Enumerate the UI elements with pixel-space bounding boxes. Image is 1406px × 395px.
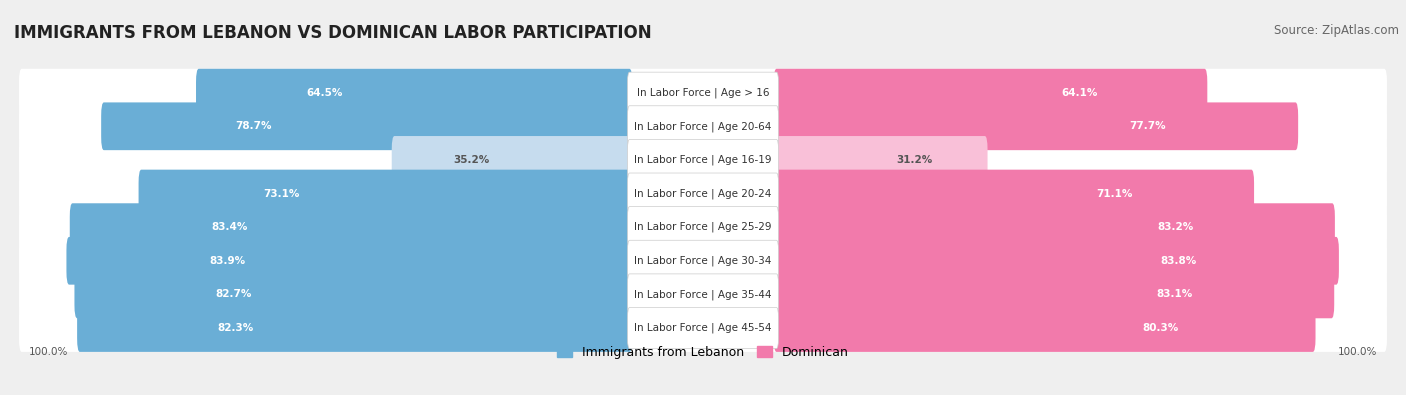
Text: In Labor Force | Age 16-19: In Labor Force | Age 16-19 <box>634 155 772 165</box>
Text: Source: ZipAtlas.com: Source: ZipAtlas.com <box>1274 24 1399 37</box>
FancyBboxPatch shape <box>139 170 633 217</box>
Text: 64.5%: 64.5% <box>307 88 343 98</box>
Text: 82.3%: 82.3% <box>217 323 253 333</box>
FancyBboxPatch shape <box>392 136 633 184</box>
FancyBboxPatch shape <box>627 173 779 214</box>
Text: 71.1%: 71.1% <box>1097 188 1133 199</box>
FancyBboxPatch shape <box>20 237 1386 285</box>
FancyBboxPatch shape <box>627 308 779 348</box>
Text: In Labor Force | Age 30-34: In Labor Force | Age 30-34 <box>634 256 772 266</box>
Text: In Labor Force | Age 25-29: In Labor Force | Age 25-29 <box>634 222 772 232</box>
FancyBboxPatch shape <box>773 271 1334 318</box>
FancyBboxPatch shape <box>773 136 987 184</box>
Text: 35.2%: 35.2% <box>453 155 489 165</box>
FancyBboxPatch shape <box>627 106 779 147</box>
Text: In Labor Force | Age 35-44: In Labor Force | Age 35-44 <box>634 289 772 300</box>
FancyBboxPatch shape <box>101 102 633 150</box>
FancyBboxPatch shape <box>20 102 1386 150</box>
Text: 80.3%: 80.3% <box>1143 323 1178 333</box>
Text: 100.0%: 100.0% <box>1339 347 1378 357</box>
FancyBboxPatch shape <box>70 203 633 251</box>
FancyBboxPatch shape <box>20 69 1386 117</box>
FancyBboxPatch shape <box>773 102 1298 150</box>
Text: 83.2%: 83.2% <box>1157 222 1194 232</box>
FancyBboxPatch shape <box>20 203 1386 251</box>
FancyBboxPatch shape <box>77 304 633 352</box>
FancyBboxPatch shape <box>66 237 633 285</box>
Text: In Labor Force | Age 20-64: In Labor Force | Age 20-64 <box>634 121 772 132</box>
Text: 77.7%: 77.7% <box>1129 121 1166 131</box>
Text: 31.2%: 31.2% <box>897 155 932 165</box>
FancyBboxPatch shape <box>773 237 1339 285</box>
Text: 82.7%: 82.7% <box>215 290 252 299</box>
FancyBboxPatch shape <box>773 170 1254 217</box>
FancyBboxPatch shape <box>773 304 1316 352</box>
Text: In Labor Force | Age 45-54: In Labor Force | Age 45-54 <box>634 323 772 333</box>
Text: 83.4%: 83.4% <box>212 222 247 232</box>
FancyBboxPatch shape <box>773 69 1208 117</box>
Text: 83.9%: 83.9% <box>209 256 245 266</box>
Text: In Labor Force | Age 20-24: In Labor Force | Age 20-24 <box>634 188 772 199</box>
FancyBboxPatch shape <box>773 203 1334 251</box>
FancyBboxPatch shape <box>20 304 1386 352</box>
Text: 64.1%: 64.1% <box>1062 88 1098 98</box>
Text: 83.8%: 83.8% <box>1160 256 1197 266</box>
FancyBboxPatch shape <box>627 207 779 248</box>
FancyBboxPatch shape <box>20 271 1386 318</box>
FancyBboxPatch shape <box>20 136 1386 184</box>
Legend: Immigrants from Lebanon, Dominican: Immigrants from Lebanon, Dominican <box>553 341 853 364</box>
Text: 100.0%: 100.0% <box>28 347 67 357</box>
Text: 83.1%: 83.1% <box>1157 290 1192 299</box>
FancyBboxPatch shape <box>627 274 779 315</box>
FancyBboxPatch shape <box>195 69 633 117</box>
FancyBboxPatch shape <box>75 271 633 318</box>
Text: 73.1%: 73.1% <box>263 188 299 199</box>
Text: 78.7%: 78.7% <box>235 121 271 131</box>
Text: In Labor Force | Age > 16: In Labor Force | Age > 16 <box>637 87 769 98</box>
FancyBboxPatch shape <box>627 72 779 113</box>
FancyBboxPatch shape <box>20 170 1386 217</box>
FancyBboxPatch shape <box>627 240 779 281</box>
Text: IMMIGRANTS FROM LEBANON VS DOMINICAN LABOR PARTICIPATION: IMMIGRANTS FROM LEBANON VS DOMINICAN LAB… <box>14 24 652 42</box>
FancyBboxPatch shape <box>627 139 779 181</box>
